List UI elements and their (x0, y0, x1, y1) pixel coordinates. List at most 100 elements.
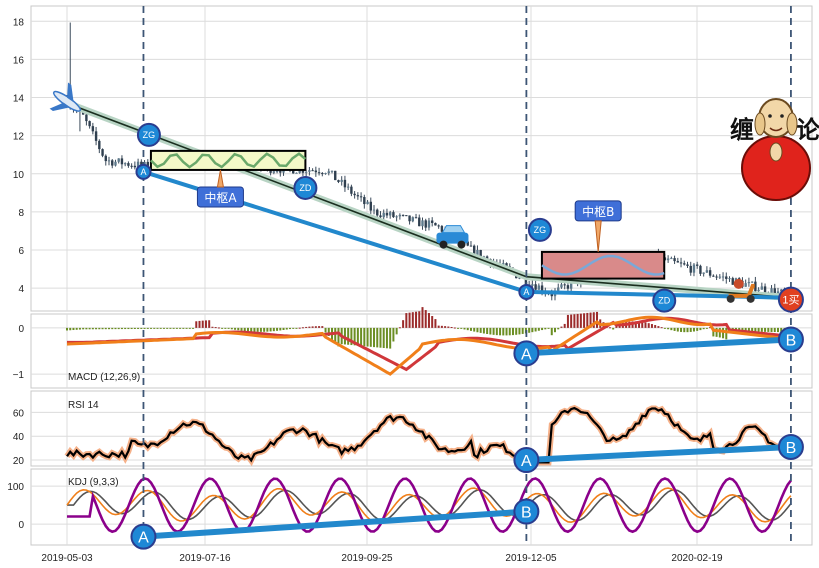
macd-hist-bar (172, 327, 175, 329)
macd-hist-bar (343, 327, 346, 345)
macd-hist-bar (298, 327, 301, 329)
macd-hist-bar (596, 311, 599, 328)
macd-hist-bar (318, 326, 321, 328)
candle-body (485, 256, 489, 259)
zg-circle (136, 122, 161, 147)
candle-body (569, 280, 573, 289)
candle-body (427, 220, 431, 228)
candle-body (379, 215, 382, 218)
candle-body (699, 265, 702, 274)
macd-hist-bar (166, 327, 169, 329)
macd-hist-bar (185, 327, 188, 329)
macd-hist-bar (547, 327, 550, 329)
candle-body (469, 245, 473, 247)
macd-hist-bar (589, 312, 592, 328)
car-wheel (439, 240, 448, 249)
candle-body (382, 212, 385, 218)
candle-body (314, 170, 318, 173)
candle-body (505, 263, 508, 267)
macd-hist-bar (511, 327, 514, 336)
macd-hist-bar (563, 323, 566, 328)
candle-body (405, 215, 408, 217)
macd-hist-bar (650, 324, 653, 328)
rsi-y-tick: 20 (13, 456, 25, 467)
macd-hist-bar (505, 327, 508, 336)
macd-divergence-a-label: A (521, 346, 532, 363)
candle-body (324, 173, 327, 175)
macd-hist-bar (776, 327, 779, 333)
candle-body (123, 163, 127, 165)
x-tick-label: 2019-09-25 (341, 553, 393, 564)
macd-hist-bar (638, 321, 641, 328)
macd-hist-bar (457, 327, 460, 329)
candle-body (130, 165, 133, 167)
macd-hist-bar (301, 327, 304, 329)
candle-body (686, 264, 689, 266)
divergence-b-circle (777, 326, 804, 353)
candle-body (679, 262, 683, 264)
macd-hist-bar (434, 319, 437, 328)
macd-hist-bar (469, 327, 472, 331)
candle-body (550, 293, 553, 297)
macd-hist-bar (234, 327, 237, 330)
candle-body (356, 195, 360, 197)
price-y-tick: 14 (13, 94, 25, 105)
macd-hist-bar (337, 327, 340, 347)
macd-hist-bar (363, 327, 366, 347)
scooter-wheel (746, 294, 755, 303)
candle-body (476, 249, 479, 256)
candle-body (101, 149, 104, 156)
macd-hist-bar (641, 321, 644, 328)
candle-body (369, 201, 372, 211)
candle-body (330, 170, 334, 172)
candle-body (440, 226, 444, 232)
macd-hist-bar (159, 327, 162, 329)
candle-body (418, 217, 421, 227)
macd-hist-bar (305, 326, 308, 328)
candle-body (334, 170, 337, 181)
candle-body (757, 289, 760, 292)
macd-hist-bar (114, 327, 117, 330)
macd-hist-bar (256, 327, 259, 332)
macd-hist-bar (757, 327, 760, 332)
price-y-tick: 4 (18, 284, 24, 295)
macd-hist-bar (308, 326, 311, 328)
macd-y-tick: 0 (18, 324, 24, 335)
macd-hist-bar (447, 326, 450, 328)
candle-body (695, 264, 699, 266)
macd-hist-bar (188, 327, 191, 329)
macd-hist-bar (88, 327, 91, 330)
macd-hist-bar (444, 326, 447, 328)
macd-hist-bar (137, 327, 140, 329)
macd-hist-bar (250, 327, 253, 332)
macd-hist-bar (531, 327, 534, 333)
macd-hist-bar (211, 326, 214, 328)
macd-hist-bar (744, 327, 747, 332)
macd-panel-label: MACD (12,26,9) (68, 372, 140, 383)
candle-body (275, 171, 279, 173)
buddha-eye (768, 114, 772, 118)
airplane-wing (67, 82, 74, 103)
macd-hist-bar (544, 327, 547, 330)
macd-hist-bar (140, 327, 143, 329)
macd-dif-line (66, 315, 792, 376)
candle-body (350, 186, 353, 194)
macd-hist-bar (583, 313, 586, 328)
candle-body (366, 201, 369, 205)
macd-hist-bar (660, 327, 663, 329)
rsi-panel-label: RSI 14 (68, 400, 99, 411)
macd-hist-bar (570, 314, 573, 328)
macd-hist-bar (208, 320, 211, 328)
candle-body (560, 284, 563, 288)
divergence-line (140, 508, 530, 540)
candle-body (683, 263, 686, 265)
rsi-divergence-a-label: A (521, 453, 532, 470)
macd-hist-bar (560, 326, 563, 328)
macd-hist-bar (162, 327, 165, 329)
divergence-line (523, 443, 794, 464)
candle-body (295, 172, 298, 174)
macd-hist-bar (133, 327, 136, 329)
macd-hist-bar (334, 327, 337, 343)
axis-text: 2019-05-03 2019-07-16 2019-09-25 2019-12… (7, 17, 723, 564)
macd-hist-bar (566, 314, 569, 328)
